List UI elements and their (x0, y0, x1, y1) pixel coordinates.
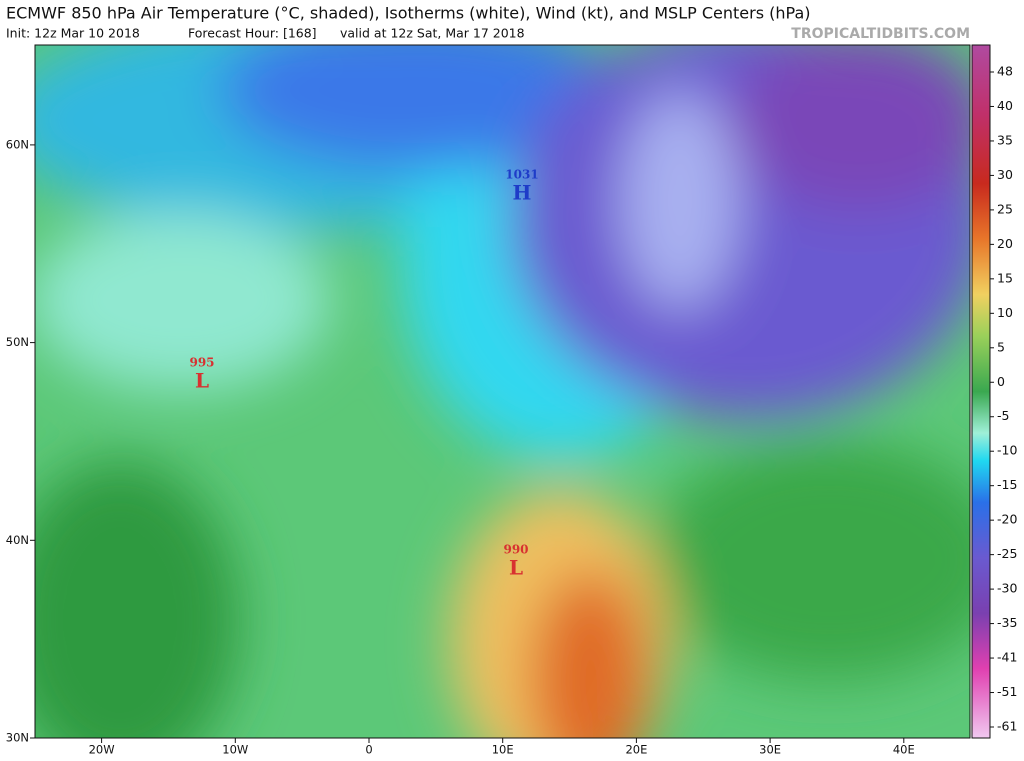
colorbar-label: 30 (997, 167, 1013, 182)
colorbar-label: 48 (997, 64, 1013, 79)
colorbar-label: 15 (997, 270, 1013, 285)
valid-time: valid at 12z Sat, Mar 17 2018 (340, 26, 525, 41)
colorbar-label: -35 (997, 615, 1017, 630)
pressure-value: 990 (503, 543, 528, 557)
colorbar-label: 40 (997, 98, 1013, 113)
lat-label: 60N (6, 137, 29, 151)
pressure-symbol: L (195, 369, 209, 393)
colorbar-label: -10 (997, 443, 1017, 458)
colorbar-label: 35 (997, 132, 1013, 147)
map-shading (35, 45, 970, 738)
colorbar-label: -25 (997, 546, 1017, 561)
pressure-symbol: L (509, 556, 523, 580)
title: ECMWF 850 hPa Air Temperature (°C, shade… (6, 4, 810, 23)
lon-label: 20W (89, 743, 115, 757)
pressure-symbol: H (513, 181, 532, 205)
lon-label: 0 (365, 743, 372, 757)
forecast-hour: Forecast Hour: [168] (188, 26, 317, 41)
colorbar-label: -5 (997, 408, 1009, 423)
pressure-value: 995 (189, 356, 214, 370)
lon-label: 10W (222, 743, 248, 757)
colorbar-label: -15 (997, 477, 1017, 492)
source: TROPICALTIDBITS.COM (791, 26, 970, 42)
colorbar-label: 25 (997, 201, 1013, 216)
lon-label: 20E (625, 743, 647, 757)
lon-label: 40E (893, 743, 915, 757)
colorbar-label: 5 (997, 339, 1005, 354)
pressure-value: 1031 (505, 168, 538, 182)
colorbar (971, 44, 991, 739)
colorbar-label: -61 (997, 719, 1017, 734)
lat-label: 40N (6, 533, 29, 547)
colorbar-label: 20 (997, 236, 1013, 251)
lat-label: 30N (6, 731, 29, 745)
lon-label: 10E (492, 743, 514, 757)
colorbar-label: 0 (997, 374, 1005, 389)
lon-label: 30E (759, 743, 781, 757)
init-time: Init: 12z Mar 10 2018 (6, 26, 140, 41)
colorbar-label: -30 (997, 581, 1017, 596)
colorbar-label: -51 (997, 684, 1017, 699)
colorbar-label: 10 (997, 305, 1013, 320)
colorbar-label: -20 (997, 512, 1017, 527)
lat-label: 50N (6, 335, 29, 349)
colorbar-label: -41 (997, 650, 1017, 665)
